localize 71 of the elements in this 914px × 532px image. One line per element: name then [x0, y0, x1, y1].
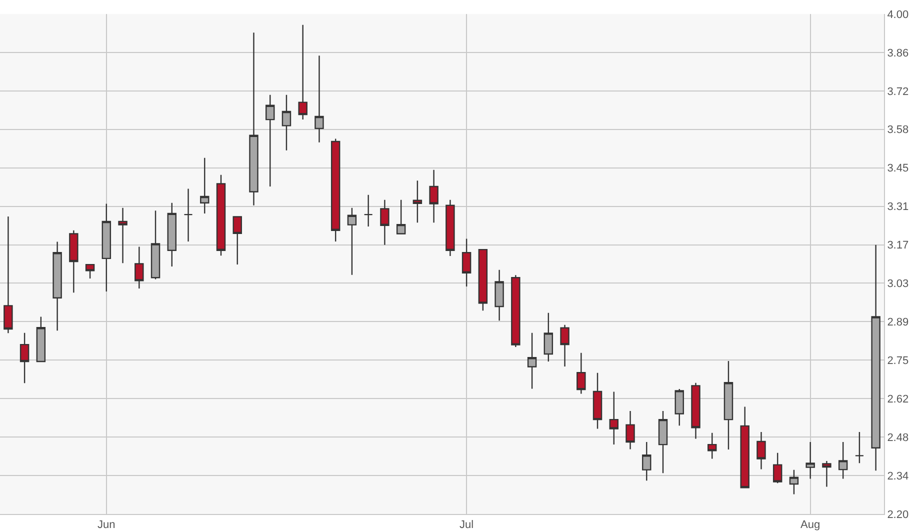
candlestick [314, 55, 324, 143]
candlestick [200, 157, 210, 214]
candlestick [838, 441, 848, 480]
y-tick-label: 2.34 [887, 470, 909, 482]
candlestick [85, 264, 95, 280]
y-tick-label: 2.62 [887, 393, 909, 406]
y-tick-label: 2.75 [887, 355, 909, 368]
candlestick [560, 324, 570, 368]
candlestick [642, 441, 652, 482]
candlestick [118, 207, 128, 264]
candlestick [232, 216, 242, 266]
y-tick-label: 2.48 [887, 432, 909, 444]
candlestick [150, 210, 160, 280]
candlestick [412, 180, 422, 224]
candlestick [674, 388, 684, 426]
candlestick [184, 188, 193, 242]
y-tick-label: 3.17 [887, 240, 909, 252]
candlestick [380, 199, 390, 246]
candlestick [102, 203, 112, 292]
y-tick-label: 3.58 [887, 124, 909, 136]
candlestick [446, 199, 455, 257]
candlestick [626, 410, 635, 450]
candlestick [364, 194, 373, 228]
candlestick [330, 138, 340, 242]
candlestick [724, 360, 734, 450]
candlestick [249, 32, 258, 206]
y-tick-label: 2.89 [887, 316, 909, 329]
x-tick-label: Jun [98, 519, 116, 532]
candlestick [756, 431, 766, 470]
candlestick [282, 94, 292, 151]
candlestick [789, 469, 799, 495]
candlestick [592, 372, 602, 430]
candlestick [347, 207, 357, 276]
candlestick [806, 441, 815, 480]
candlestick [134, 246, 144, 290]
candlestick [4, 216, 13, 334]
candlestick [167, 202, 176, 268]
y-tick-label: 3.86 [887, 47, 909, 60]
y-tick-label: 4.00 [887, 8, 909, 21]
candlestick [36, 316, 46, 362]
candlestick [822, 460, 832, 488]
candlestick [478, 248, 488, 312]
candlestick [396, 199, 406, 234]
candlestick [20, 332, 30, 384]
y-tick-label: 2.20 [887, 508, 909, 521]
x-tick-label: Aug [800, 519, 820, 532]
candlestick [298, 24, 308, 120]
candlestick [216, 174, 226, 256]
candlestick [511, 274, 520, 348]
y-tick-label: 3.03 [887, 278, 909, 290]
candlestick [52, 241, 62, 332]
y-tick-label: 3.45 [887, 162, 909, 175]
candlestick [740, 406, 750, 489]
candlestick [266, 94, 275, 188]
candlestick [854, 431, 864, 464]
candlestick [494, 269, 504, 322]
candlestick [429, 169, 438, 224]
candlestick [576, 352, 586, 394]
candlestick [609, 391, 618, 446]
candlestick [69, 230, 78, 294]
candlestick [544, 312, 554, 362]
x-tick-label: Jul [460, 519, 474, 532]
y-tick-label: 3.72 [887, 86, 909, 98]
candlestick [658, 410, 668, 474]
candlestick [871, 244, 880, 472]
candlestick [708, 432, 717, 460]
y-tick-label: 3.31 [887, 201, 909, 214]
candlestick [462, 238, 472, 288]
candlestick [772, 452, 782, 484]
candlestick [691, 382, 700, 440]
candlestick [527, 332, 537, 390]
